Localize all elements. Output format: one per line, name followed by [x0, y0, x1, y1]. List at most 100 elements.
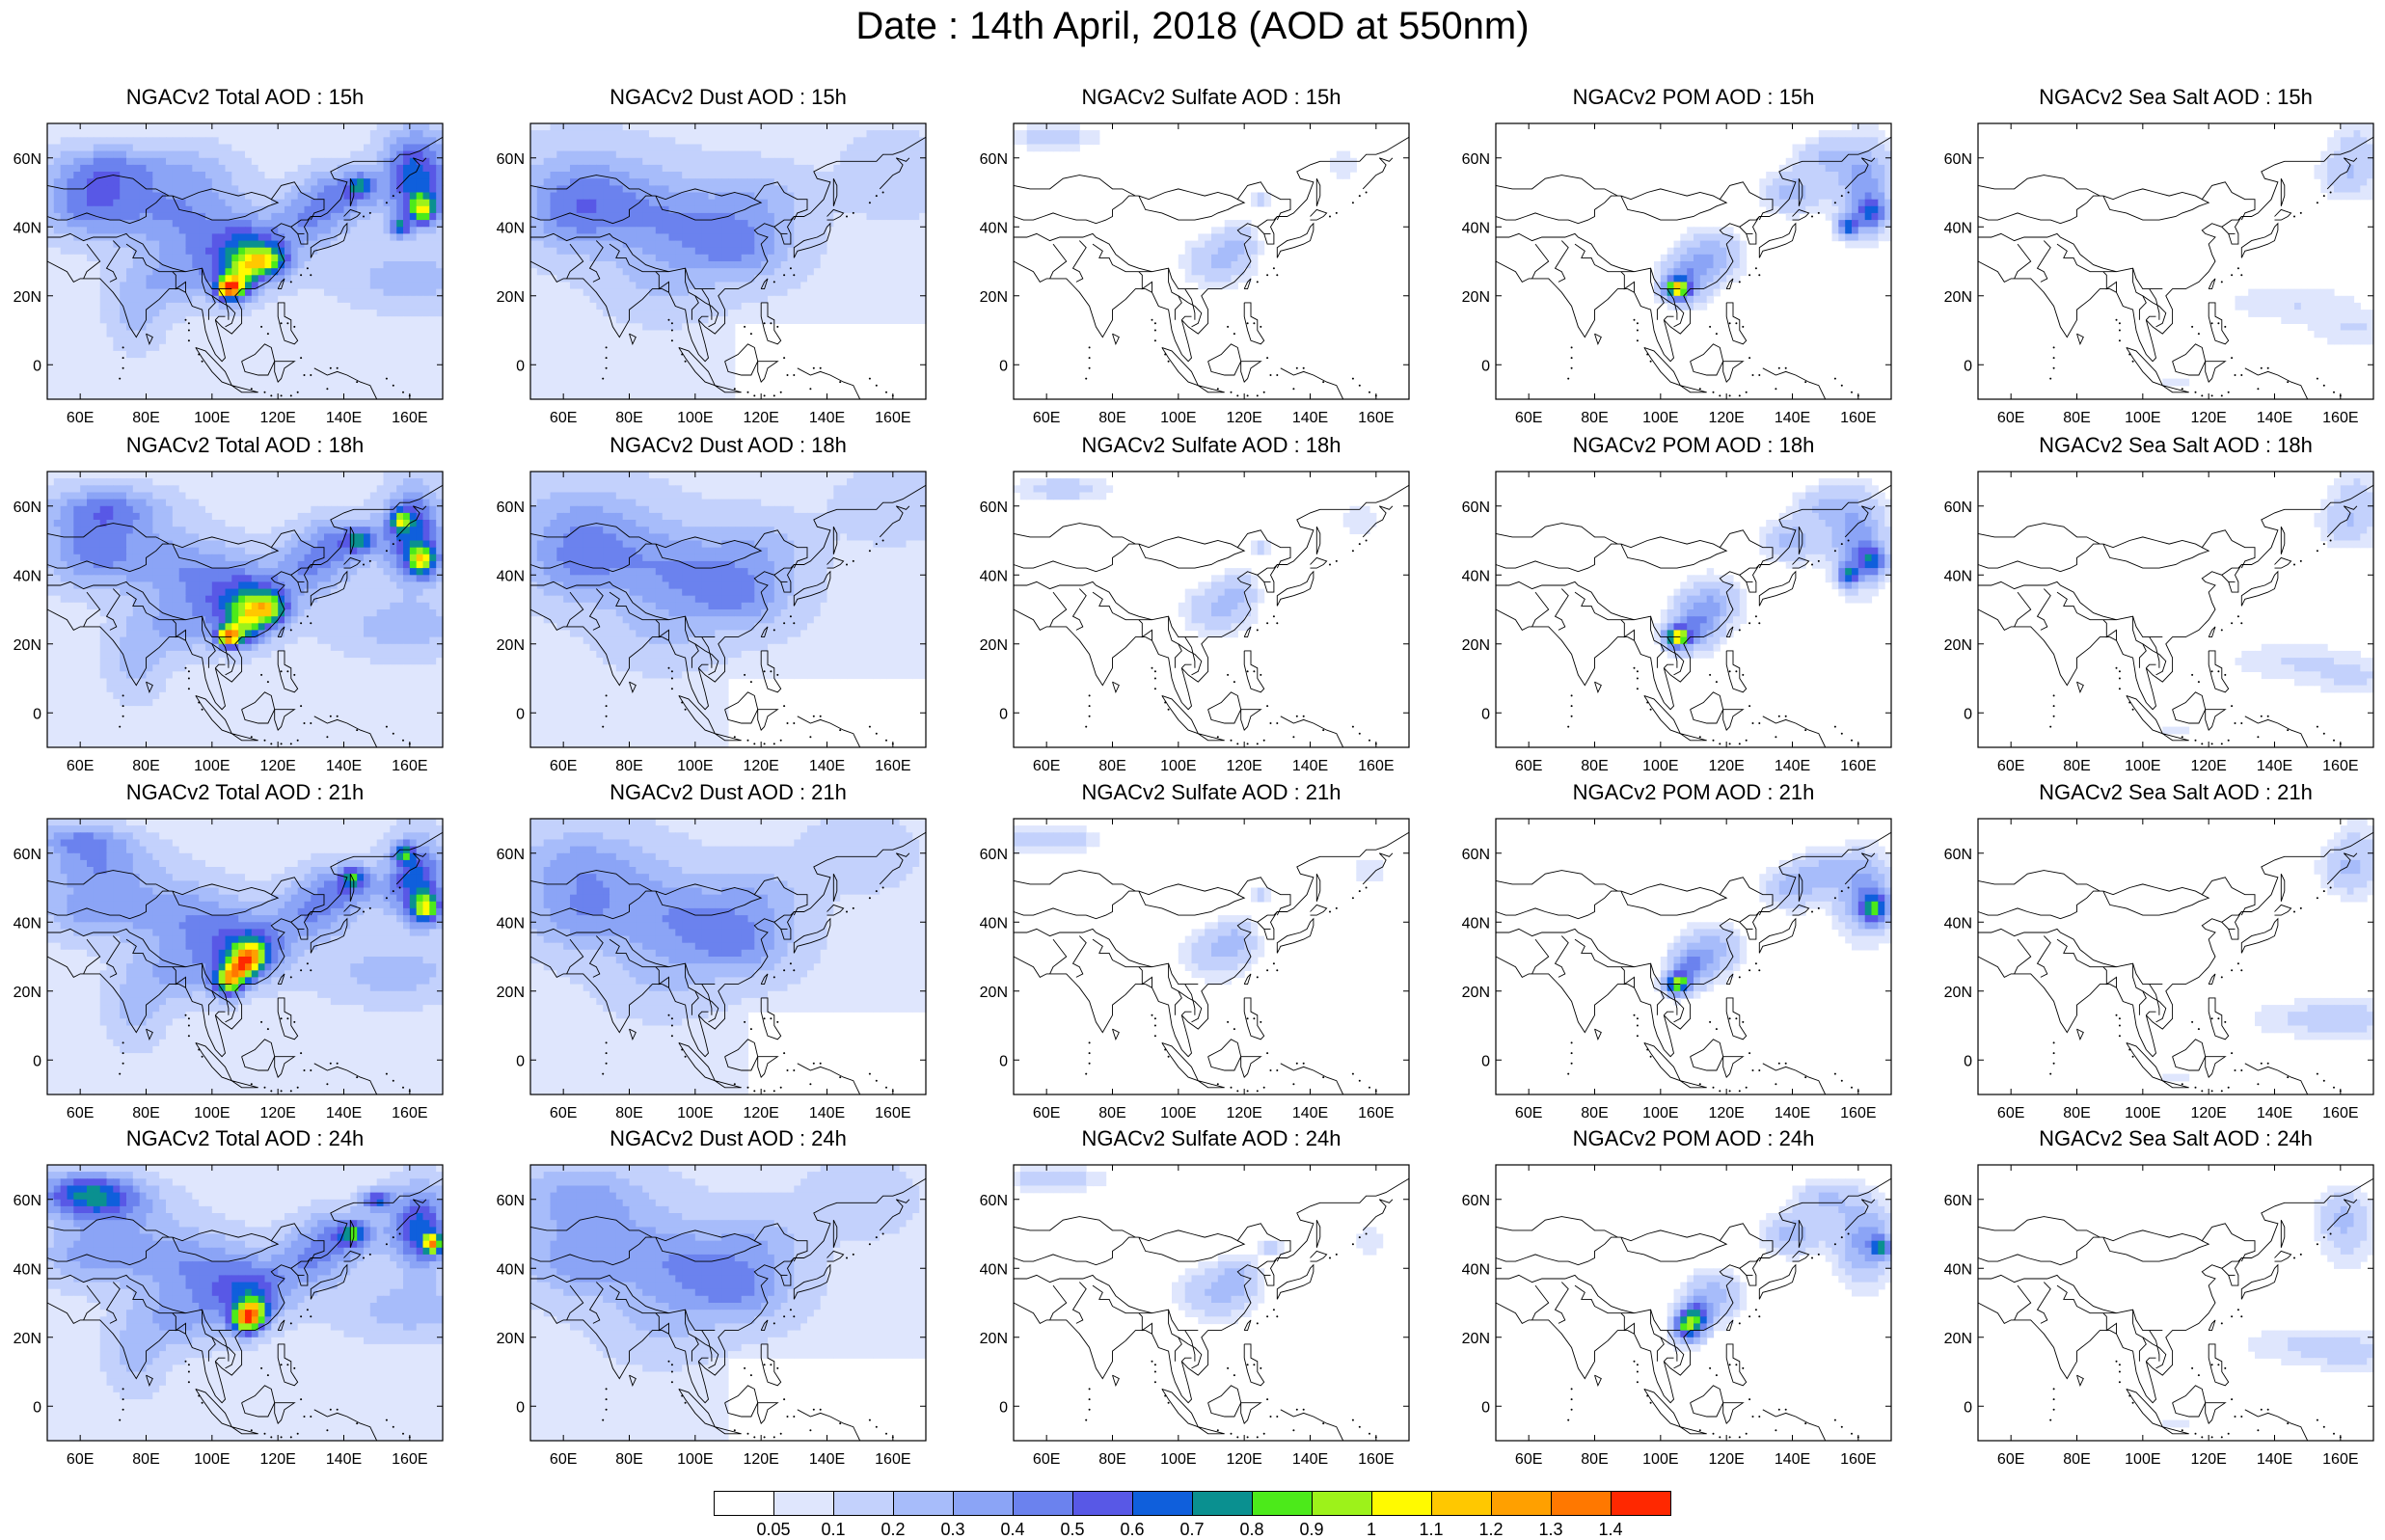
lon-tick-label: 120E	[1708, 1451, 1744, 1468]
lat-tick-label: 20N	[14, 289, 41, 306]
lat-tick-label: 0	[33, 358, 41, 374]
lon-tick-label: 120E	[1226, 410, 1261, 426]
lon-tick-label: 160E	[392, 1451, 427, 1468]
aod-field	[1654, 123, 1892, 311]
lat-tick-label: 0	[1481, 1399, 1490, 1416]
aod-field	[47, 472, 444, 748]
lat-tick-label: 60N	[497, 500, 525, 516]
lat-tick-label: 40N	[1944, 1261, 1972, 1278]
lon-tick-label: 100E	[1642, 758, 1678, 774]
lon-tick-label: 60E	[67, 1451, 94, 1468]
lon-tick-label: 140E	[2257, 1451, 2292, 1468]
lon-tick-label: 60E	[1997, 758, 2024, 774]
lat-tick-label: 0	[516, 1399, 525, 1416]
lon-tick-label: 140E	[326, 758, 362, 774]
colorbar-swatch	[1431, 1491, 1492, 1516]
colorbar-label: 1.3	[1538, 1520, 1562, 1540]
lon-tick-label: 120E	[743, 1451, 778, 1468]
lat-tick-label: 20N	[1944, 637, 1972, 654]
aod-field	[2162, 472, 2373, 734]
lat-tick-label: 40N	[497, 915, 525, 932]
aod-field	[47, 1165, 444, 1442]
lon-tick-label: 60E	[1997, 1105, 2024, 1121]
lon-tick-label: 160E	[1358, 758, 1394, 774]
lon-tick-label: 140E	[809, 1105, 845, 1121]
aod-field	[1654, 840, 1892, 1006]
colorbar-label: 0.8	[1239, 1520, 1263, 1540]
colorbar-swatch	[1611, 1491, 1671, 1516]
lon-tick-label: 60E	[1033, 1105, 1060, 1121]
lat-tick-label: 60N	[1462, 847, 1490, 863]
lat-tick-label: 0	[999, 1399, 1008, 1416]
lat-tick-label: 60N	[980, 500, 1008, 516]
lon-tick-label: 80E	[132, 758, 159, 774]
lat-tick-label: 20N	[1944, 1331, 1972, 1347]
lon-tick-label: 80E	[615, 410, 642, 426]
lon-tick-label: 80E	[132, 410, 159, 426]
lon-tick-label: 60E	[1997, 410, 2024, 426]
lon-tick-label: 120E	[1226, 1105, 1261, 1121]
lat-tick-label: 20N	[497, 1331, 525, 1347]
lon-tick-label: 100E	[677, 1105, 713, 1121]
lat-tick-label: 0	[1964, 706, 1972, 722]
lat-tick-label: 40N	[1944, 915, 1972, 932]
lon-tick-label: 100E	[2125, 758, 2160, 774]
lon-tick-label: 60E	[67, 758, 94, 774]
lon-tick-label: 100E	[2125, 1451, 2160, 1468]
lat-tick-label: 20N	[14, 985, 41, 1001]
lon-tick-label: 80E	[2063, 1451, 2090, 1468]
lat-tick-label: 0	[1481, 358, 1490, 374]
colorbar-label: 0.2	[881, 1520, 905, 1540]
aod-field	[1014, 478, 1376, 637]
lon-tick-label: 80E	[1581, 758, 1608, 774]
lat-tick-label: 40N	[497, 1261, 525, 1278]
aod-field	[2162, 1186, 2373, 1428]
lon-tick-label: 100E	[1642, 1451, 1678, 1468]
map-frame	[1978, 123, 2373, 399]
lat-tick-label: 60N	[1462, 500, 1490, 516]
aod-field	[47, 819, 444, 1095]
lat-tick-label: 60N	[497, 1193, 525, 1209]
lat-tick-label: 60N	[980, 1193, 1008, 1209]
lon-tick-label: 160E	[2322, 1105, 2358, 1121]
colorbar-swatch	[1132, 1491, 1193, 1516]
lon-tick-label: 60E	[1033, 410, 1060, 426]
lon-tick-label: 140E	[1292, 1105, 1328, 1121]
lon-tick-label: 120E	[259, 758, 295, 774]
lat-tick-label: 40N	[980, 568, 1008, 584]
lon-tick-label: 140E	[1292, 1451, 1328, 1468]
lon-tick-label: 140E	[1775, 410, 1810, 426]
lat-tick-label: 60N	[1944, 847, 1972, 863]
lon-tick-label: 160E	[875, 1451, 910, 1468]
lon-tick-label: 60E	[67, 1105, 94, 1121]
lon-tick-label: 140E	[809, 1451, 845, 1468]
lon-tick-label: 140E	[1292, 758, 1328, 774]
lon-tick-label: 100E	[194, 1105, 230, 1121]
lat-tick-label: 60N	[1462, 1193, 1490, 1209]
lon-tick-label: 140E	[1775, 1451, 1810, 1468]
colorbar-swatch	[1072, 1491, 1133, 1516]
lat-tick-label: 0	[999, 706, 1008, 722]
colorbar-label: 0.3	[940, 1520, 964, 1540]
lat-tick-label: 20N	[1462, 1331, 1490, 1347]
lon-tick-label: 120E	[1708, 410, 1744, 426]
